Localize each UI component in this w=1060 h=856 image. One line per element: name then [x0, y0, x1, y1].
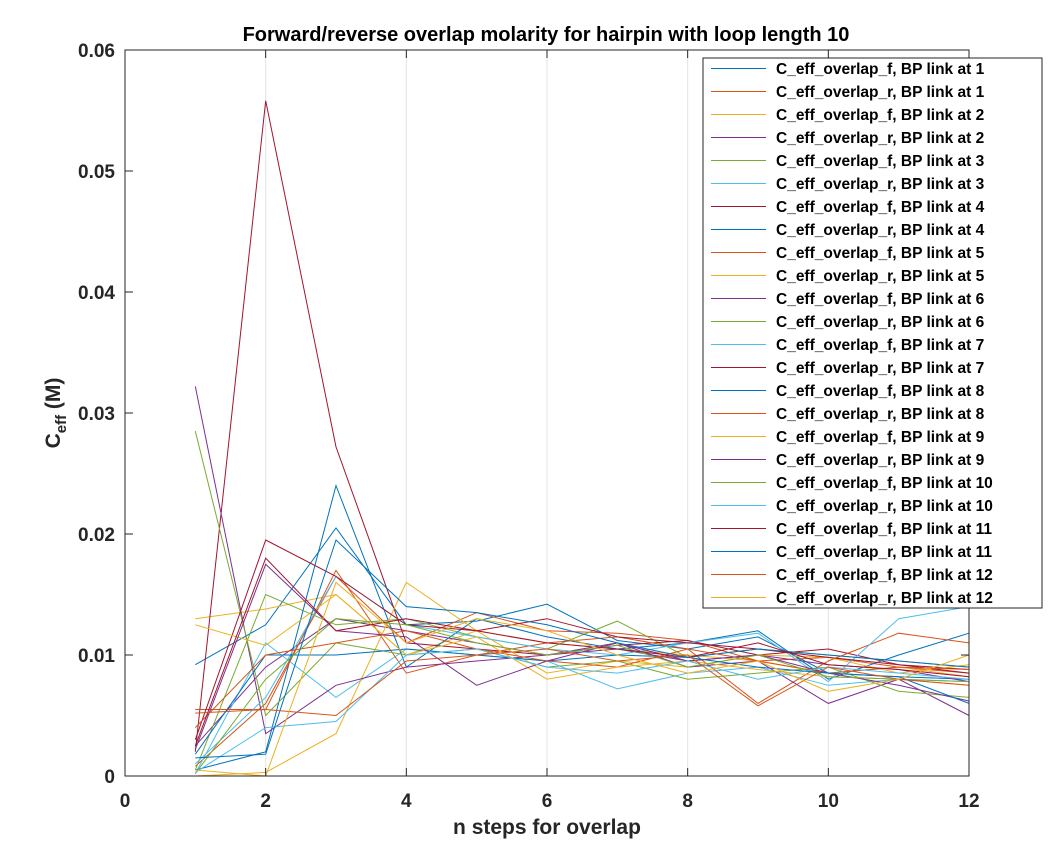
legend-label: C_eff_overlap_f, BP link at 6	[776, 291, 985, 308]
legend-label: C_eff_overlap_f, BP link at 9	[776, 429, 985, 446]
legend-label: C_eff_overlap_r, BP link at 8	[776, 406, 985, 423]
y-tick-label: 0.01	[78, 646, 115, 667]
y-tick-label: 0.02	[78, 525, 115, 546]
y-axis-label-main: C	[42, 433, 65, 448]
series-line-20	[195, 648, 970, 773]
y-axis-label-subscript: eff	[53, 414, 70, 433]
y-tick-label: 0	[104, 767, 115, 788]
legend-label: C_eff_overlap_r, BP link at 1	[776, 84, 985, 101]
series-line-14	[194, 539, 970, 740]
series-line-23	[195, 648, 970, 717]
y-axis-label-unit: (M)	[42, 378, 65, 415]
legend-label: C_eff_overlap_r, BP link at 10	[776, 498, 993, 515]
x-tick-label: 12	[958, 791, 979, 812]
series-line-10	[195, 581, 970, 777]
x-tick-label: 6	[542, 791, 553, 812]
legend-label: C_eff_overlap_f, BP link at 1	[776, 61, 985, 78]
ticks	[124, 49, 970, 777]
series-line-18	[194, 563, 970, 750]
series-line-22	[195, 539, 970, 759]
series-line-24	[195, 581, 970, 777]
legend-box	[702, 57, 1043, 609]
x-tick-label: 2	[260, 791, 271, 812]
y-tick-label: 0.03	[78, 404, 115, 425]
legend-label: C_eff_overlap_r, BP link at 3	[776, 176, 985, 193]
chart-title: Forward/reverse overlap molarity for hai…	[243, 24, 850, 46]
legend-label: C_eff_overlap_r, BP link at 7	[776, 360, 984, 377]
legend: C_eff_overlap_f, BP link at 1 C_eff_overl…	[702, 57, 1043, 609]
series-line-11	[194, 386, 970, 735]
legend-label: C_eff_overlap_f, BP link at 7	[776, 337, 984, 354]
legend-label: C_eff_overlap_f, BP link at 10	[776, 475, 993, 492]
legend-label: C_eff_overlap_r, BP link at 6	[776, 314, 985, 331]
series-line-15	[194, 648, 970, 755]
legend-label: C_eff_overlap_r, BP link at 9	[776, 452, 985, 469]
series-line-16	[194, 630, 970, 728]
series-line-21	[194, 557, 970, 746]
y-tick-label: 0.06	[78, 41, 115, 62]
legend-label: C_eff_overlap_f, BP link at 5	[776, 245, 985, 262]
legend-label: C_eff_overlap_r, BP link at 5	[776, 268, 985, 285]
series-line-6	[194, 642, 970, 774]
series-layer	[194, 100, 970, 777]
x-tick-label: 0	[120, 791, 131, 812]
legend-label: C_eff_overlap_r, BP link at 12	[776, 590, 993, 607]
legend-label: C_eff_overlap_f, BP link at 12	[776, 567, 993, 584]
legend-label: C_eff_overlap_f, BP link at 11	[776, 521, 992, 538]
legend-label: C_eff_overlap_f, BP link at 2	[776, 107, 984, 124]
tick-labels: 0 2 4 6 8 10 12 0 0.01 0.02 0.03 0.04 0.05 0.06	[78, 41, 980, 812]
series-line-19	[194, 618, 970, 774]
x-tick-label: 10	[818, 791, 839, 812]
x-tick-label: 8	[682, 791, 693, 812]
legend-entries: C_eff_overlap_f, BP link at 1 C_eff_overl…	[711, 61, 993, 607]
legend-label: C_eff_overlap_f, BP link at 4	[776, 199, 985, 216]
y-tick-label: 0.04	[78, 283, 115, 304]
y-axis-label: Ceff (M)	[42, 378, 70, 449]
legend-label: C_eff_overlap_r, BP link at 2	[776, 130, 984, 147]
y-tick-label: 0.05	[78, 162, 115, 183]
legend-label: C_eff_overlap_r, BP link at 11	[776, 544, 992, 561]
x-axis-label: n steps for overlap	[453, 816, 641, 839]
legend-label: C_eff_overlap_f, BP link at 8	[776, 383, 985, 400]
legend-label: C_eff_overlap_f, BP link at 3	[776, 153, 985, 170]
legend-label: C_eff_overlap_r, BP link at 4	[776, 222, 985, 239]
x-tick-label: 4	[401, 791, 412, 812]
